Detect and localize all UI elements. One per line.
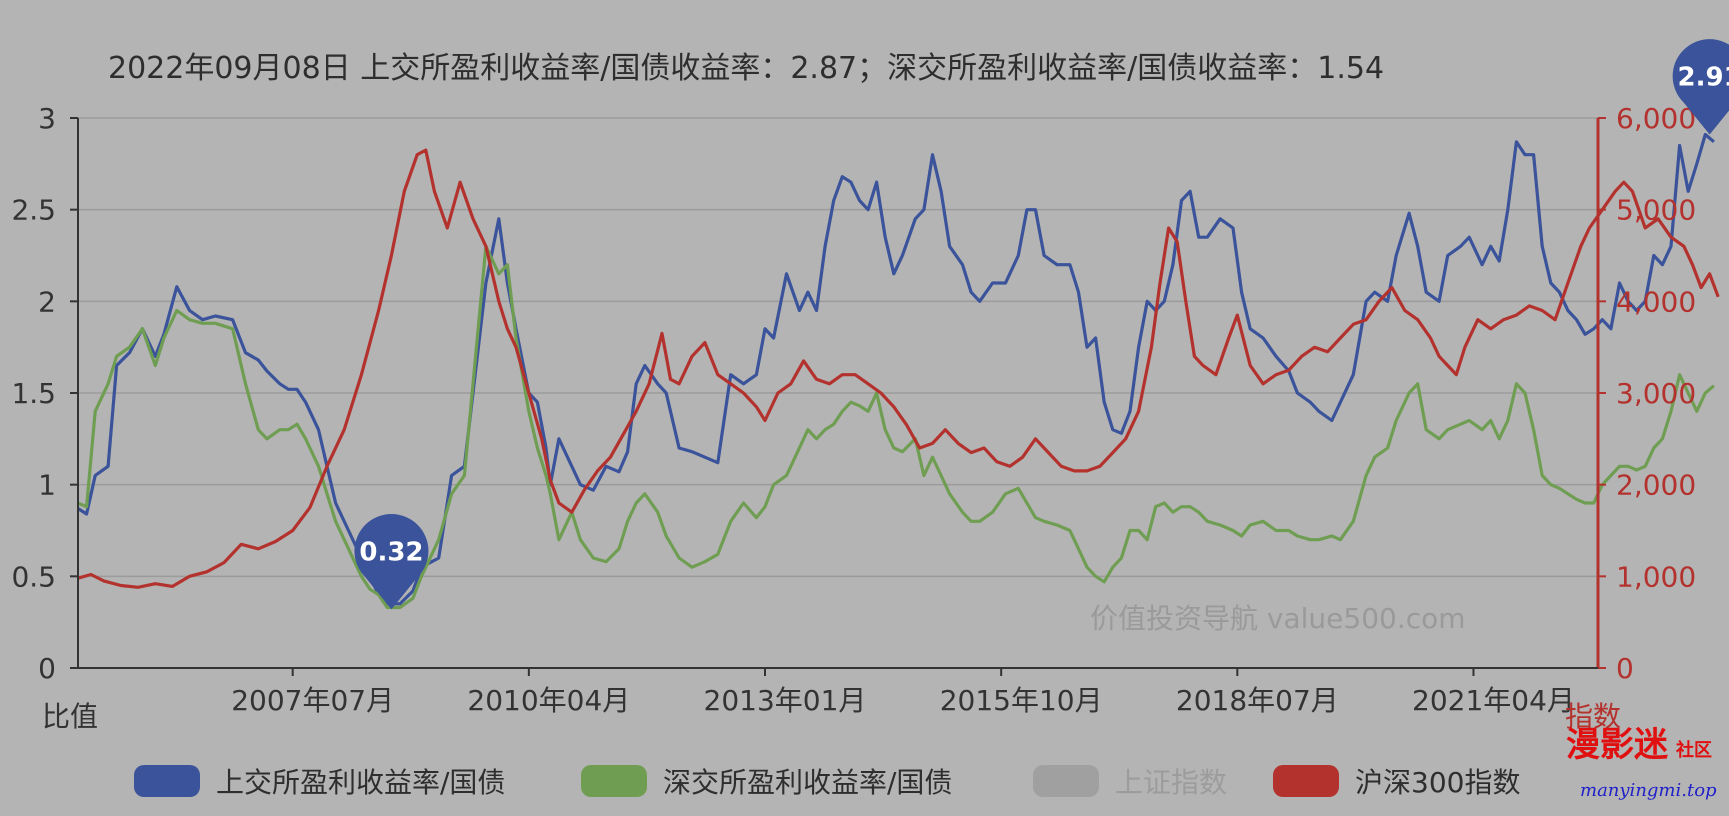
logo-title: 漫影迷 [1566,725,1669,765]
y-left-tick-label: 0 [38,652,56,685]
y-right-tick-label: 6,000 [1616,102,1696,135]
marker-value-label: 0.32 [359,537,423,567]
y-left-tick-label: 3 [38,102,56,135]
series-line-3 [77,148,1720,589]
marker-layer: 0.32 2.91 [354,39,1729,610]
x-tick-label: 2021年04月 [1412,684,1575,717]
y-left-tick-label: 2 [38,285,56,318]
legend-label: 沪深300指数 [1355,766,1520,799]
marker-value-label: 2.91 [1678,63,1729,93]
legend-label: 上交所盈利收益率/国债 [216,766,505,799]
logo-url: manyingmi.top [1580,780,1717,801]
y-right-tick-label: 5,000 [1616,194,1696,227]
legend-item[interactable]: 沪深300指数 [1273,765,1520,799]
marker-pin-shape [1672,39,1729,135]
series-line-1 [77,244,1715,610]
site-logo: 漫影迷 社区 manyingmi.top [1566,725,1717,801]
watermark: 价值投资导航 value500.com [1090,602,1466,635]
x-tick-label: 2007年07月 [231,684,394,717]
legend: 上交所盈利收益率/国债 深交所盈利收益率/国债 上证指数 沪深300指数 [134,765,1520,799]
x-tick-label: 2015年10月 [940,684,1103,717]
y-right-tick-label: 0 [1616,652,1634,685]
legend-swatch [134,765,200,797]
y-left-axis-name: 比值 [42,700,98,733]
legend-swatch [1273,765,1339,797]
legend-item[interactable]: 上交所盈利收益率/国债 [134,765,505,799]
marker-pin: 2.91 [1672,39,1729,135]
y-right-tick-label: 4,000 [1616,285,1696,318]
legend-label: 上证指数 [1115,766,1227,799]
y-right-axis-name: 指数 [1565,700,1621,733]
series-layer [77,132,1720,610]
y-right-tick-label: 3,000 [1616,377,1696,410]
series-line-0 [77,132,1715,606]
legend-swatch [581,765,647,797]
y-left-tick-label: 1 [38,469,56,502]
y-right-tick-label: 2,000 [1616,469,1696,502]
legend-item[interactable]: 上证指数 [1033,765,1227,799]
chart-title: 2022年09月08日 上交所盈利收益率/国债收益率：2.87；深交所盈利收益率… [108,51,1384,86]
y-left-tick-label: 0.5 [11,560,56,593]
marker-pin-shape [354,514,429,610]
y-right-tick-label: 1,000 [1616,560,1696,593]
legend-label: 深交所盈利收益率/国债 [663,766,952,799]
y-left-tick-label: 2.5 [11,194,56,227]
logo-suffix: 社区 [1676,739,1712,761]
y-left-tick-label: 1.5 [11,377,56,410]
marker-pin: 0.32 [354,514,429,610]
axis-layer: 0 0.5 1 1.5 2 2.5 3 0 1,000 2,000 3,000 4,000 5,000 6… [11,102,1696,717]
x-tick-label: 2010年04月 [467,684,630,717]
x-tick-label: 2018年07月 [1176,684,1339,717]
x-tick-label: 2013年01月 [704,684,867,717]
legend-item[interactable]: 深交所盈利收益率/国债 [581,765,952,799]
legend-swatch [1033,765,1099,797]
